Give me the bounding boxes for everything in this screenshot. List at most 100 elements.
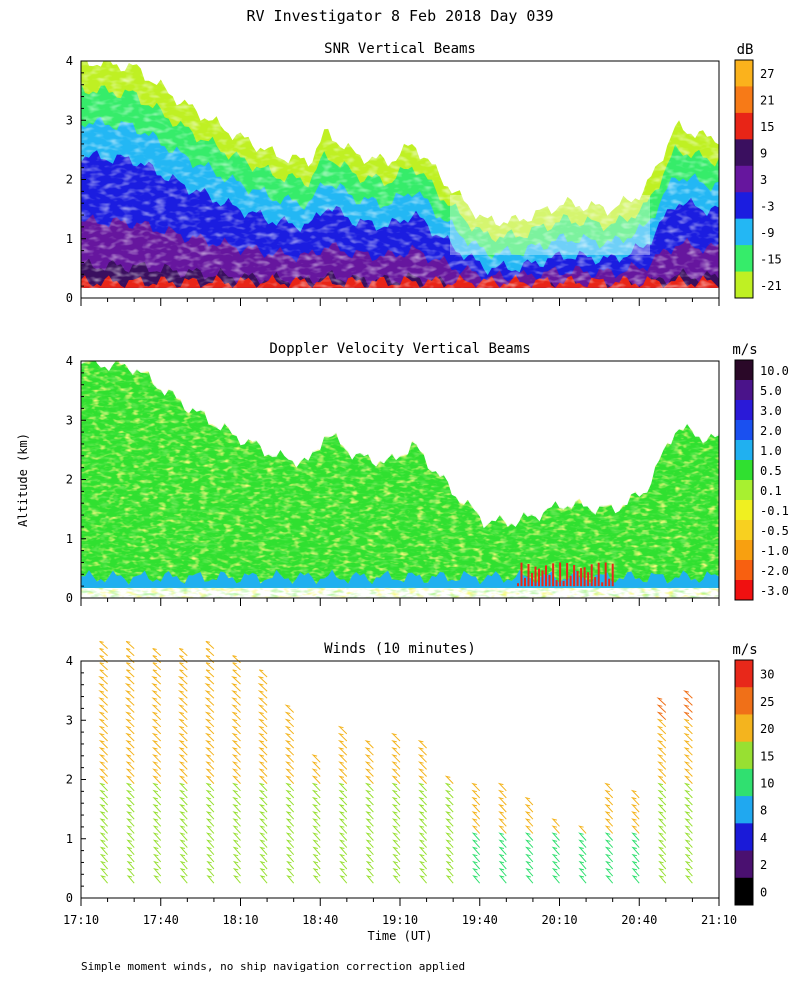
wind-barb (630, 789, 640, 799)
wind-barb (524, 804, 534, 813)
wind-barb (258, 775, 268, 784)
wind-barb (126, 825, 135, 834)
wind-barb (205, 782, 215, 792)
wind-barb (99, 640, 108, 649)
wind-barb (232, 839, 241, 848)
wind-barb (604, 782, 614, 792)
colorbar-label: -1.0 (760, 544, 789, 558)
wind-barb (338, 811, 348, 820)
wind-barb (125, 796, 135, 806)
wind-barb (204, 690, 215, 699)
wind-barb (683, 697, 693, 706)
wind-barb (205, 662, 215, 671)
wind-barb (471, 789, 481, 799)
colorbar-label: 30 (760, 668, 774, 682)
wind-barb (498, 825, 507, 834)
colorbar-frame (734, 59, 754, 299)
wind-barb (258, 711, 268, 721)
wind-barb (285, 825, 295, 834)
wind-barb (312, 860, 321, 870)
wind-barb (99, 775, 108, 784)
wind-barb (152, 818, 162, 827)
downdraft-mark (545, 565, 547, 587)
wind-barb (525, 875, 534, 884)
y-tick-label: 2 (66, 473, 73, 487)
downdraft-mark (520, 562, 523, 587)
wind-barb (257, 704, 268, 713)
wind-barb (99, 655, 108, 664)
colorbar-label: -0.1 (760, 504, 789, 518)
wind-barb (152, 761, 162, 770)
wind-barb (391, 818, 401, 827)
wind-barb (151, 704, 162, 713)
wind-barb (179, 875, 188, 884)
snr-colorbar: 27 21 15 9 3 -3 -9 -15 -21 (734, 59, 782, 299)
wind-barb (257, 690, 268, 699)
wind-barb (258, 761, 268, 770)
wind-barb (204, 718, 215, 728)
x-tick-label: 19:40 (462, 913, 498, 927)
wind-barb (99, 669, 108, 678)
wind-barb (339, 868, 348, 877)
wind-barb (179, 818, 188, 827)
wind-barb (631, 839, 640, 848)
wind-barb (204, 704, 215, 713)
wind-barb (391, 754, 401, 763)
wind-barb (205, 804, 215, 813)
wind-barb (471, 804, 481, 813)
wind-barb (151, 683, 162, 692)
wind-barb (604, 796, 614, 806)
downdraft-mark (517, 583, 519, 587)
wind-barb (98, 704, 108, 713)
wind-barb (153, 868, 162, 877)
wind-barb (418, 860, 427, 870)
wind-barb (392, 868, 401, 877)
wind-barb (232, 832, 241, 841)
x-tick-label: 20:40 (621, 913, 657, 927)
wind-barb (179, 860, 188, 870)
colorbar-label: -2.0 (760, 564, 789, 578)
wind-barb (578, 839, 587, 848)
downdraft-mark (566, 563, 569, 587)
wind-barb (284, 718, 295, 728)
wind-barb (657, 818, 667, 827)
wind-barb (259, 811, 268, 820)
wind-barb (205, 825, 215, 834)
wind-barb (205, 655, 215, 664)
wind-barb (604, 846, 614, 856)
wind-barb (125, 711, 135, 721)
colorbar-label: -0.5 (760, 524, 789, 538)
colorbar-label: 0.1 (760, 484, 782, 498)
wind-barb (99, 811, 108, 820)
wind-barb (152, 768, 162, 777)
wind-barb (683, 782, 693, 792)
wind-barb (657, 768, 667, 777)
wind-barb (98, 732, 108, 742)
doppler-clear-air (81, 361, 719, 528)
wind-barb (125, 640, 135, 649)
wind-barb (126, 846, 135, 856)
y-tick-label: 4 (66, 54, 73, 68)
downdraft-mark (534, 566, 537, 587)
wind-barb (98, 747, 108, 756)
wind-barb (100, 875, 108, 884)
wind-barb (232, 825, 241, 834)
wind-barb (99, 846, 108, 856)
wind-barb (604, 818, 614, 827)
wind-barb (684, 853, 693, 863)
colorbar-label: -3.0 (760, 584, 789, 598)
wind-barb (284, 704, 295, 713)
wind-barb (206, 853, 215, 863)
wind-barb (684, 811, 693, 820)
colorbar-label: 10 (760, 777, 774, 791)
snr-heatmap (81, 61, 719, 298)
wind-barb (418, 832, 427, 841)
downdraft-mark (541, 570, 544, 587)
wind-barb (656, 725, 667, 735)
wind-barb (683, 732, 693, 742)
doppler-downdrafts (517, 562, 614, 587)
wind-barb (98, 754, 108, 763)
wind-barb (524, 825, 534, 834)
wind-barb (418, 782, 427, 792)
